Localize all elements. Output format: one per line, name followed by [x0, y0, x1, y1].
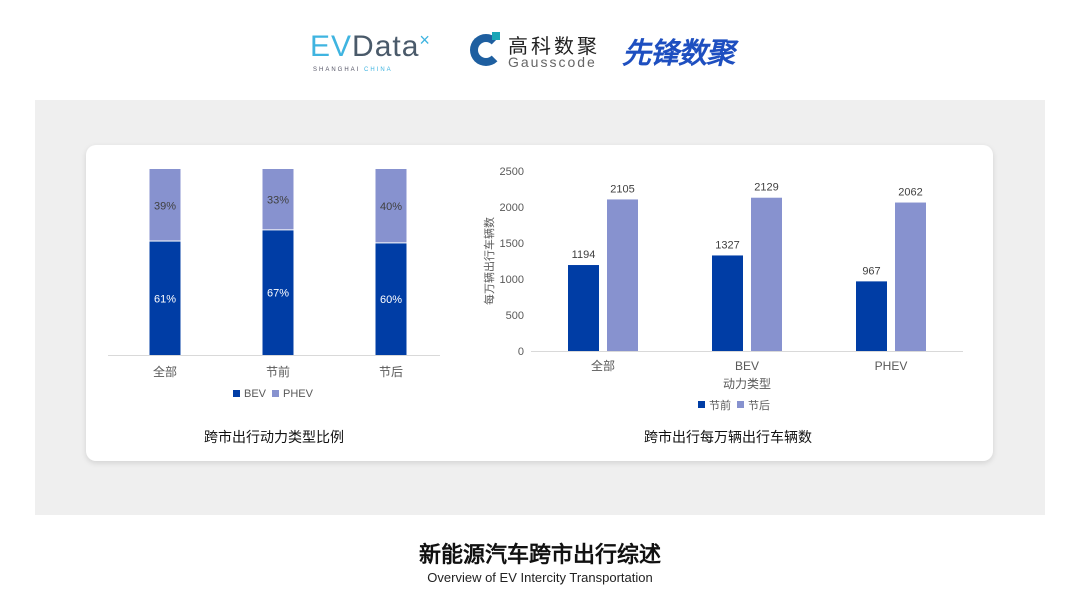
- bar-phev: [149, 169, 181, 241]
- chart-card: [86, 145, 993, 461]
- gausscode-mark-icon: [470, 34, 502, 66]
- data-label-phev: 39%: [154, 200, 176, 212]
- legend-swatch-pre: [698, 401, 705, 408]
- bar-pre: [568, 265, 599, 351]
- x-tick-label: 全部: [153, 364, 177, 379]
- bar-phev: [375, 169, 407, 243]
- data-label: 2129: [754, 182, 778, 194]
- y-tick-label: 1500: [500, 238, 524, 250]
- bar-bev: [149, 241, 181, 355]
- data-label-phev: 33%: [267, 195, 289, 207]
- legend-label-post: 节后: [748, 399, 770, 412]
- page-subtitle: Overview of EV Intercity Transportation: [427, 570, 653, 585]
- gausscode-square-icon: [492, 32, 500, 40]
- chart-title: 跨市出行动力类型比例: [204, 429, 344, 445]
- data-label-bev: 61%: [154, 293, 176, 305]
- legend-swatch-phev: [272, 390, 279, 397]
- chart-title: 跨市出行每万辆出行车辆数: [644, 429, 812, 445]
- bar-phev: [262, 169, 294, 230]
- x-tick-label: 节后: [379, 365, 403, 379]
- data-label: 2062: [898, 187, 922, 199]
- data-label-bev: 67%: [267, 288, 289, 300]
- y-tick-label: 500: [506, 310, 524, 322]
- x-tick-label: 全部: [591, 358, 615, 373]
- data-label: 2105: [610, 183, 634, 195]
- bar-pre: [712, 255, 743, 351]
- gausscode-en: Gausscode: [508, 54, 597, 70]
- page-title: 新能源汽车跨市出行综述: [418, 542, 661, 567]
- legend-label-pre: 节前: [709, 398, 731, 412]
- logo-bar: EVData× SHANGHAI CHINA 高科数聚 Gausscode 先锋…: [0, 22, 1080, 73]
- data-label-bev: 60%: [380, 294, 402, 306]
- xianfeng-logo: 先锋数聚: [622, 38, 735, 70]
- legend-swatch-bev: [233, 390, 240, 397]
- bar-pre: [856, 281, 887, 351]
- y-tick-label: 2000: [500, 202, 524, 214]
- x-tick-label: 节前: [266, 364, 290, 379]
- y-tick-label: 1000: [500, 274, 524, 286]
- bar-post: [607, 199, 638, 351]
- evdata-logo: EVData×: [310, 30, 431, 63]
- evdata-sub-b: CHINA: [364, 67, 393, 73]
- legend-label-phev: PHEV: [283, 388, 314, 400]
- bar-bev: [262, 230, 294, 355]
- data-label: 1327: [715, 239, 739, 251]
- y-tick-label: 2500: [500, 166, 524, 178]
- bar-bev: [375, 243, 407, 355]
- gausscode-cn: 高科数聚: [508, 36, 600, 58]
- legend-label-bev: BEV: [244, 388, 267, 400]
- x-axis-title: 动力类型: [723, 377, 771, 391]
- x-tick-label: BEV: [735, 359, 759, 373]
- legend-swatch-post: [737, 401, 744, 408]
- y-tick-label: 0: [518, 346, 524, 358]
- data-label: 967: [862, 265, 880, 277]
- bar-post: [895, 202, 926, 351]
- evdata-sub-a: SHANGHAI: [313, 67, 361, 73]
- data-label-phev: 40%: [380, 201, 402, 213]
- data-label: 1194: [572, 249, 596, 261]
- bar-post: [751, 197, 782, 351]
- x-tick-label: PHEV: [875, 359, 908, 373]
- evdata-logo-sub: SHANGHAI CHINA: [313, 67, 393, 73]
- y-axis-title: 每万辆出行车辆数: [482, 217, 496, 305]
